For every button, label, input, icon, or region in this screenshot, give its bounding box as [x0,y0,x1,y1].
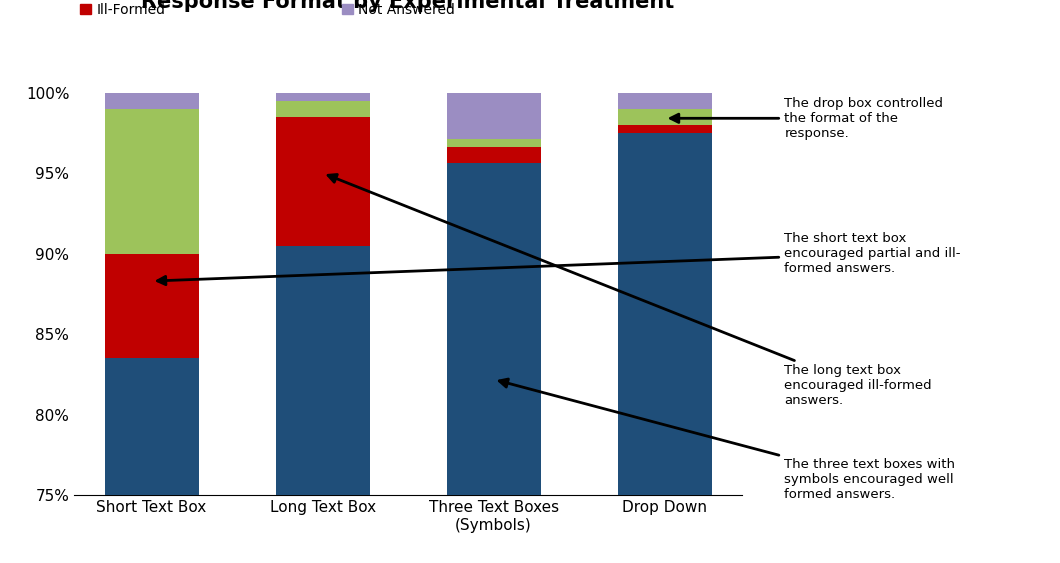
Bar [105,254,198,359]
Bar [446,163,541,563]
Bar [446,139,541,148]
Bar [276,92,370,101]
Bar [105,92,198,109]
Bar [105,359,198,563]
Bar [105,109,198,254]
Bar [446,92,541,139]
Text: The short text box
encouraged partial and ill-
formed answers.: The short text box encouraged partial an… [158,232,960,285]
Bar [276,101,370,117]
Text: The three text boxes with
symbols encouraged well
formed answers.: The three text boxes with symbols encour… [499,379,955,501]
Bar [276,117,370,245]
Text: The drop box controlled
the format of the
response.: The drop box controlled the format of th… [671,97,943,140]
Bar [618,109,711,125]
Text: The long text box
encouraged ill-formed
answers.: The long text box encouraged ill-formed … [328,175,932,408]
Bar [276,245,370,563]
Bar [618,92,711,109]
Title: Response Format by Experimental Treatment: Response Format by Experimental Treatmen… [141,0,675,12]
Bar [618,133,711,563]
Bar [618,125,711,133]
Legend: Well Formed (MM/DD/YYYY), Ill-Formed, Partially Answered, Not Answered: Well Formed (MM/DD/YYYY), Ill-Formed, Pa… [74,0,493,23]
Bar [446,148,541,163]
